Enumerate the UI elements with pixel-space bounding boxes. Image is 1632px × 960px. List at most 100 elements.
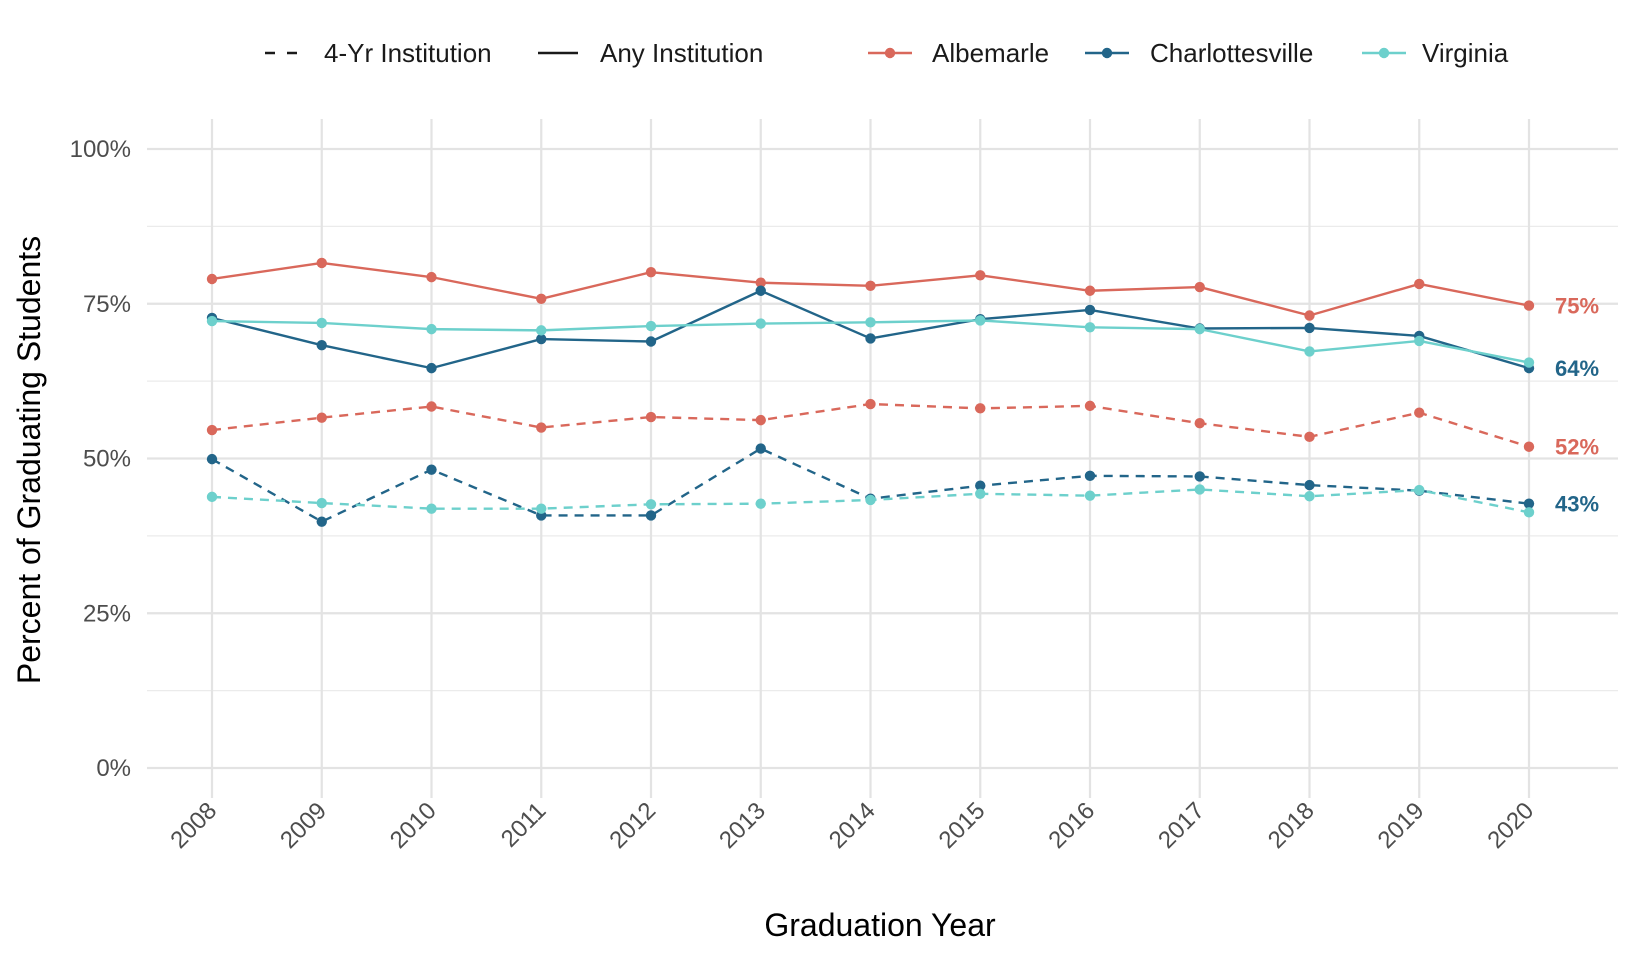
data-point-albemarle-any (975, 270, 986, 281)
data-point-albemarle-any (1194, 281, 1205, 293)
data-point-charlottesville-any (645, 336, 657, 347)
data-point-virginia-any (426, 323, 437, 335)
x-tick-label: 2015 (934, 797, 991, 854)
series-albemarle-any (206, 257, 1535, 321)
data-point-virginia-any (1304, 346, 1315, 357)
data-point-albemarle-any (1414, 278, 1425, 290)
legend-item-virginia: Virginia (1362, 38, 1509, 68)
data-point-virginia-any (1194, 323, 1205, 335)
data-point-virginia-any (1084, 322, 1096, 333)
data-point-albemarle-4yr (865, 398, 876, 410)
series-albemarle-4yr (206, 398, 1535, 452)
data-point-virginia-any (1414, 335, 1425, 347)
x-tick-label: 2008 (165, 797, 222, 854)
y-tick-label: 75% (83, 291, 131, 318)
x-tick-label: 2010 (385, 797, 442, 854)
data-point-albemarle-4yr (1414, 407, 1425, 418)
x-axis-title: Graduation Year (764, 907, 996, 943)
data-point-charlottesville-any (1304, 322, 1315, 334)
data-point-virginia-4yr (1523, 507, 1535, 518)
y-tick-label: 50% (83, 446, 131, 473)
grid-lines (147, 119, 1618, 798)
x-tick-label: 2016 (1043, 797, 1100, 854)
data-point-albemarle-4yr (755, 414, 766, 426)
data-point-albemarle-any (755, 277, 766, 288)
end-label: 75% (1555, 294, 1599, 319)
end-label: 52% (1555, 435, 1599, 460)
data-point-virginia-4yr (1414, 484, 1425, 496)
data-point-charlottesville-4yr (426, 464, 437, 475)
data-point-charlottesville-any (865, 333, 876, 344)
data-point-virginia-4yr (316, 497, 327, 509)
x-tick-label: 2017 (1153, 797, 1210, 854)
series-virginia-4yr (206, 484, 1535, 518)
x-tick-label: 2019 (1373, 797, 1430, 854)
data-point-charlottesville-4yr (645, 510, 657, 521)
x-tick-label: 2013 (714, 797, 771, 854)
end-label: 64% (1555, 356, 1599, 381)
data-point-charlottesville-4yr (975, 480, 986, 491)
data-point-albemarle-4yr (536, 422, 547, 433)
x-tick-label: 2009 (275, 797, 332, 854)
data-point-albemarle-4yr (1194, 418, 1205, 429)
data-point-virginia-4yr (206, 491, 218, 503)
legend-item-charlottesville: Charlottesville (1085, 38, 1313, 68)
data-point-virginia-any (755, 318, 766, 329)
data-point-albemarle-4yr (426, 401, 437, 412)
legend: 4-Yr Institution Any Institution Albemarle… (265, 38, 1509, 68)
data-point-virginia-4yr (645, 499, 657, 510)
data-point-charlottesville-any (536, 333, 547, 345)
data-point-albemarle-4yr (206, 424, 218, 436)
data-point-charlottesville-4yr (755, 443, 766, 454)
data-point-albemarle-any (426, 271, 437, 283)
y-tick-label: 25% (83, 600, 131, 627)
data-point-virginia-4yr (865, 494, 876, 506)
data-point-virginia-any (645, 320, 657, 332)
legend-label: Charlottesville (1150, 38, 1313, 68)
end-labels: 75% 64% 52% 43% (1555, 294, 1599, 517)
x-tick-label: 2014 (824, 797, 881, 854)
data-point-virginia-4yr (755, 498, 766, 509)
data-point-albemarle-4yr (1304, 431, 1315, 443)
data-point-virginia-any (316, 317, 327, 329)
x-tick-label: 2011 (496, 797, 552, 853)
data-point-charlottesville-4yr (1084, 470, 1096, 482)
data-point-virginia-any (1523, 357, 1535, 368)
data-point-albemarle-4yr (1523, 441, 1535, 452)
legend-item-linetype: Any Institution (538, 38, 763, 68)
x-axis-ticks: 2008 2009 2010 2011 2012 2013 2014 2015 2016 2017… (165, 797, 1539, 854)
data-point-albemarle-any (536, 293, 547, 304)
data-point-virginia-any (536, 325, 547, 336)
data-point-albemarle-any (206, 273, 218, 285)
data-point-charlottesville-4yr (1194, 471, 1205, 482)
data-point-albemarle-any (1084, 285, 1096, 296)
data-point-charlottesville-4yr (206, 453, 218, 465)
data-point-albemarle-any (865, 280, 876, 291)
y-tick-label: 0% (96, 755, 131, 782)
data-point-virginia-4yr (1084, 490, 1096, 501)
y-axis-title: Percent of Graduating Students (11, 236, 47, 684)
series-layer (206, 257, 1535, 527)
y-tick-label: 100% (70, 136, 131, 163)
data-point-virginia-4yr (1304, 491, 1315, 502)
end-label: 43% (1555, 492, 1599, 517)
legend-label: 4-Yr Institution (324, 38, 492, 68)
data-point-virginia-any (975, 315, 986, 326)
data-point-virginia-4yr (1194, 484, 1205, 495)
data-point-virginia-4yr (536, 503, 547, 514)
data-point-albemarle-any (645, 266, 657, 278)
data-point-charlottesville-any (426, 362, 437, 374)
data-point-albemarle-4yr (1084, 400, 1096, 412)
data-point-charlottesville-4yr (1304, 479, 1315, 491)
data-point-charlottesville-4yr (316, 516, 327, 527)
data-point-virginia-any (865, 317, 876, 328)
data-point-albemarle-4yr (645, 411, 657, 423)
data-point-albemarle-any (316, 257, 327, 269)
data-point-virginia-any (206, 315, 218, 327)
legend-key-point (1101, 47, 1113, 59)
data-point-virginia-4yr (426, 503, 437, 514)
series-virginia-any (206, 315, 1535, 368)
legend-label: Albemarle (932, 38, 1049, 68)
legend-label: Any Institution (600, 38, 763, 68)
